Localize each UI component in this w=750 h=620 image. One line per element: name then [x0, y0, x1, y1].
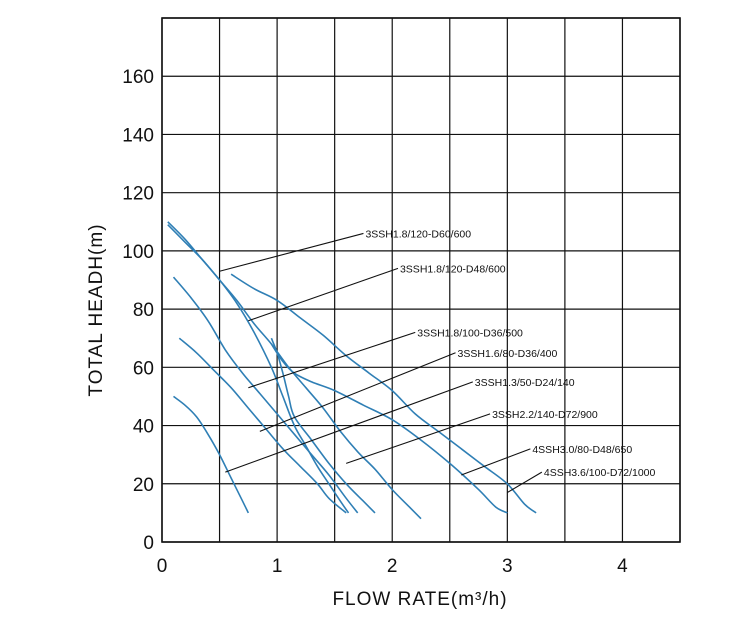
annotation-leader-line	[345, 413, 491, 464]
x-tick-label: 4	[617, 556, 628, 577]
series-label: 4SSH3.0/80-D48/650	[532, 444, 632, 456]
x-tick-label: 0	[157, 556, 168, 577]
annotation-labels: 3SSH1.8/120-D60/600 3SSH1.8/120-D48/600 3S…	[365, 228, 655, 479]
series-label: 3SSH1.6/80-D36/400	[458, 348, 558, 360]
series-line-4ssh3-0-80-d48-650	[270, 343, 508, 514]
series-line-3ssh1-8-120-d48-600	[167, 224, 422, 520]
x-tick-label: 2	[387, 556, 398, 577]
annotation-leader-line	[461, 448, 531, 476]
annotation-leader-line	[507, 471, 543, 493]
annotation-leader-line	[219, 232, 364, 272]
annotation-leader-line	[248, 331, 416, 389]
y-tick-label: 100	[122, 242, 154, 263]
series-label: 3SSH2.2/140-D72/900	[492, 409, 598, 421]
annotation-leader-line	[225, 381, 473, 473]
series-line-3ssh1-3-50-d24-140	[173, 395, 250, 514]
series-label: 3SSH1.3/50-D24/140	[475, 377, 575, 389]
y-tick-label: 80	[133, 300, 154, 321]
annotation-leaders	[219, 232, 543, 493]
y-tick-label: 40	[133, 417, 154, 438]
series-label: 3SSH1.8/120-D60/600	[365, 228, 471, 240]
series-line-3ssh1-8-100-d36-500	[172, 276, 359, 514]
y-axis-title: TOTAL HEADH(m)	[86, 223, 107, 396]
y-tick-label: 120	[122, 184, 154, 205]
annotation-leader-line	[259, 352, 456, 432]
x-tick-label: 1	[272, 556, 283, 577]
series-line-3ssh2-2-140-d72-900	[270, 337, 376, 514]
y-tick-label: 20	[133, 475, 154, 496]
grid	[161, 17, 681, 543]
x-tick-label: 3	[502, 556, 513, 577]
plot-frame	[161, 17, 681, 543]
y-tick-label: 0	[143, 533, 154, 554]
series-label: 4SSH3.6/100-D72/1000	[544, 467, 656, 479]
y-tick-label: 140	[122, 125, 154, 146]
series-label: 3SSH1.8/100-D36/500	[417, 327, 523, 339]
y-tick-label: 160	[122, 67, 154, 88]
series-label: 3SSH1.8/120-D48/600	[400, 263, 506, 275]
x-axis-title: FLOW RATE(m³/h)	[332, 589, 507, 610]
annotation-leader-line	[248, 267, 399, 322]
series-line-4ssh3-6-100-d72-1000	[230, 273, 537, 514]
y-tick-label: 60	[133, 358, 154, 379]
